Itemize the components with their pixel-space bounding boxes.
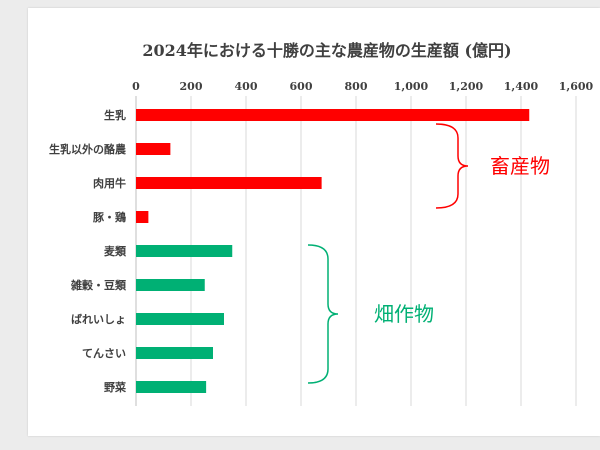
bar	[136, 279, 205, 291]
bar	[136, 109, 530, 121]
bar	[136, 381, 207, 393]
bar	[136, 143, 171, 155]
x-tick-label: 1,600	[559, 80, 594, 93]
bar-chart: 2024年における十勝の主な農産物の生産額 (億円) 0 200 400 600 800…	[49, 41, 594, 406]
group-label: 畜産物	[490, 154, 550, 178]
bars	[136, 109, 530, 393]
category-label: 豚・鶏	[93, 210, 126, 224]
category-label: てんさい	[82, 347, 126, 360]
gridlines	[190, 96, 577, 406]
bar	[136, 245, 233, 257]
bar	[136, 313, 224, 325]
chart-card: 2024年における十勝の主な農産物の生産額 (億円) 0 200 400 600 800…	[28, 8, 600, 436]
x-tick-label: 0	[132, 80, 140, 93]
category-label: 肉用牛	[93, 176, 126, 190]
category-label: 生乳以外の酪農	[49, 142, 127, 156]
x-tick-label: 1,000	[394, 80, 429, 93]
category-label: 雑穀・豆類	[70, 278, 127, 292]
category-label: 麦類	[104, 244, 127, 258]
x-tick-label: 600	[290, 80, 313, 93]
x-tick-label: 1,400	[504, 80, 539, 93]
category-label: 野菜	[104, 380, 127, 394]
category-label: 生乳	[104, 108, 126, 122]
bar	[136, 347, 213, 359]
category-label: ばれいしょ	[71, 312, 126, 326]
chart-title: 2024年における十勝の主な農産物の生産額 (億円)	[142, 41, 511, 60]
x-tick-label: 800	[345, 80, 368, 93]
group-brace	[307, 244, 339, 384]
bar	[136, 177, 322, 189]
x-tick-label: 200	[180, 80, 203, 93]
x-tick-label: 1,200	[449, 80, 484, 93]
bar	[136, 211, 149, 223]
group-brace	[435, 123, 469, 209]
group-label: 畑作物	[374, 302, 434, 326]
x-axis-ticks: 0 200 400 600 800 1,000 1,200 1,400 1,600	[132, 80, 593, 93]
x-tick-label: 400	[235, 80, 258, 93]
